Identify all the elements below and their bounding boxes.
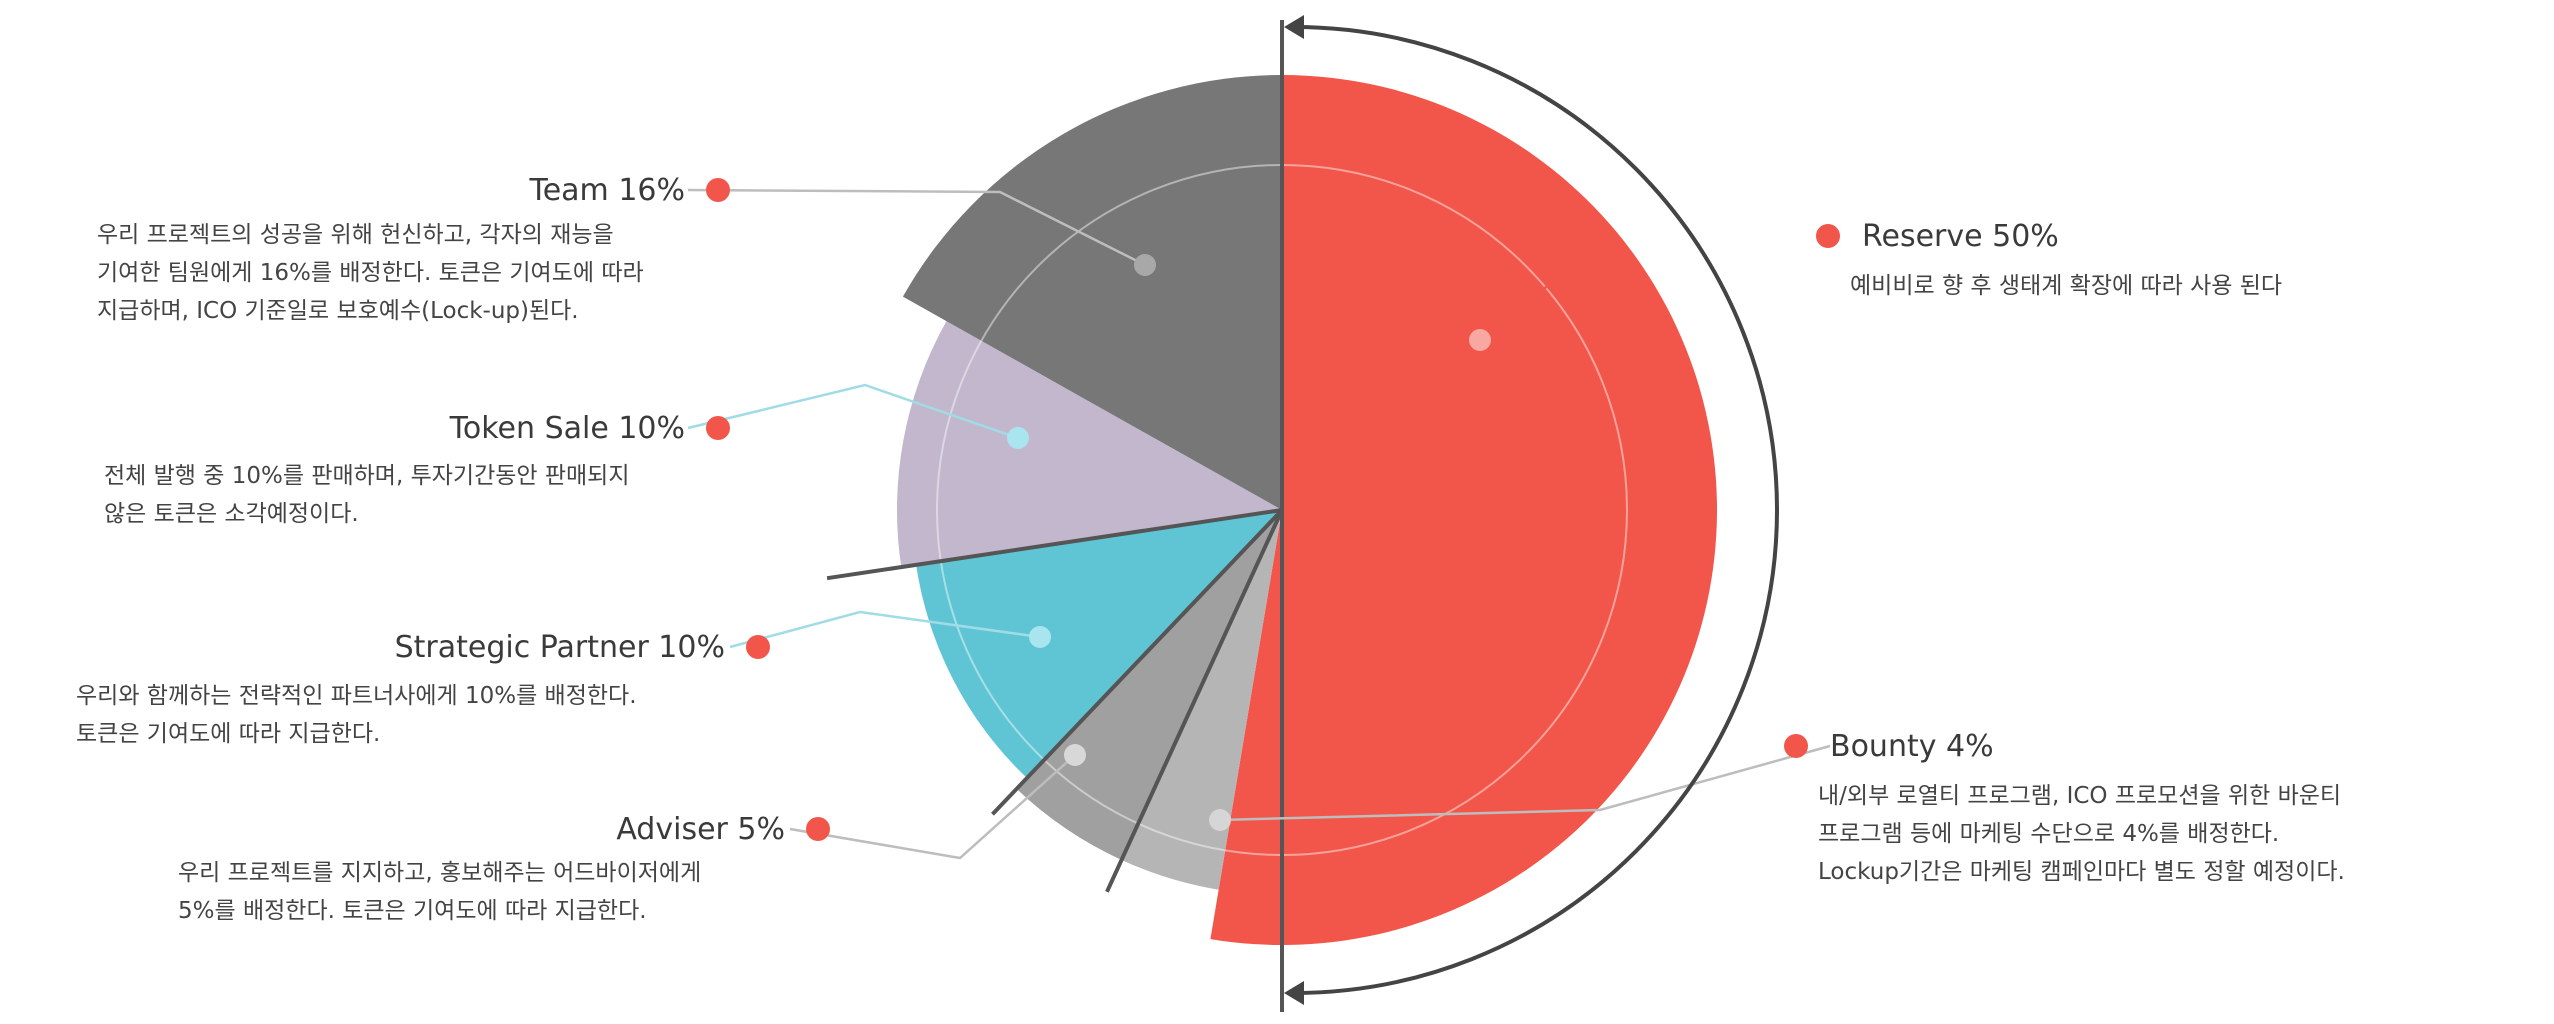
leader-dot-token-sale bbox=[1007, 427, 1029, 449]
leader-dot-bounty bbox=[1209, 809, 1231, 831]
slice-description-reserve-line-1: 예비비로 향 후 생태계 확장에 따라 사용 된다 bbox=[1850, 273, 2282, 299]
leader-line-token-sale bbox=[687, 383, 1019, 440]
pie-slice-strategic-partner bbox=[916, 510, 1282, 779]
slice-description-team-line-1: 우리 프로젝트의 성공을 위해 헌신하고, 각자의 재능을 bbox=[97, 222, 614, 248]
leader-line-team bbox=[687, 188, 1146, 267]
slice-description-bounty-line-2: 프로그램 등에 마케팅 수단으로 4%를 배정한다. bbox=[1818, 821, 2279, 847]
slice-description-team-line-3: 지급하며, ICO 기준일로 보호예수(Lock-up)된다. bbox=[97, 298, 579, 324]
slice-description-token-sale-line-2: 않은 토큰은 소각예정이다. bbox=[104, 501, 359, 527]
separator-line-partner-sale bbox=[826, 508, 1283, 581]
slice-separators bbox=[826, 20, 1284, 1012]
label-marker-token-sale bbox=[706, 416, 730, 440]
pie-slices bbox=[896, 75, 1717, 945]
slice-title-reserve: Reserve 50% bbox=[1862, 219, 2059, 254]
leader-line-bounty bbox=[1219, 744, 1831, 822]
pie-slice-bounty bbox=[1121, 510, 1282, 890]
slice-title-token-sale: Token Sale 10% bbox=[449, 411, 685, 446]
slice-description-bounty-line-1: 내/외부 로열티 프로그램, ICO 프로모션을 위한 바운티 bbox=[1818, 783, 2341, 809]
reserve-arc-line bbox=[1293, 25, 1779, 995]
slice-description-team-line-2: 기여한 팀원에게 16%를 배정한다. 토큰은 기여도에 따라 bbox=[97, 260, 644, 286]
slice-description-strategic-partner-line-1: 우리와 함께하는 전략적인 파트너사에게 10%를 배정한다. bbox=[76, 683, 637, 709]
arrow-head-bottom-icon bbox=[1284, 981, 1304, 1005]
slice-title-strategic-partner: Strategic Partner 10% bbox=[395, 630, 725, 665]
slice-description-adviser-line-2: 5%를 배정한다. 토큰은 기여도에 따라 지급한다. bbox=[178, 898, 647, 924]
slice-description-strategic-partner-line-2: 토큰은 기여도에 따라 지급한다. bbox=[76, 721, 380, 747]
slice-description-adviser-line-1: 우리 프로젝트를 지지하고, 홍보해주는 어드바이저에게 bbox=[178, 860, 701, 886]
pie-slice-adviser bbox=[1016, 510, 1282, 860]
label-marker-bounty bbox=[1784, 734, 1808, 758]
leader-line-reserve bbox=[1479, 234, 1614, 341]
slice-title-team: Team 16% bbox=[528, 173, 685, 208]
label-marker-strategic-partner bbox=[746, 635, 770, 659]
slice-description-token-sale-line-1: 전체 발행 중 10%를 판매하며, 투자기간동안 판매되지 bbox=[104, 463, 630, 489]
leader-dot-adviser bbox=[1064, 744, 1086, 766]
reserve-arc-arrow bbox=[1284, 15, 1779, 1005]
label-marker-reserve bbox=[1816, 224, 1840, 248]
slice-title-adviser: Adviser 5% bbox=[616, 812, 785, 847]
slice-title-bounty: Bounty 4% bbox=[1830, 729, 1994, 764]
leader-dot-team bbox=[1134, 254, 1156, 276]
slice-description-bounty-line-3: Lockup기간은 마케팅 캠페인마다 별도 정할 예정이다. bbox=[1818, 859, 2345, 885]
pie-slice-team bbox=[902, 75, 1282, 510]
pie-slice-token-sale bbox=[896, 321, 1282, 568]
slice-labels: Reserve 50% 예비비로 향 후 생태계 확장에 따라 사용 된다 Boun… bbox=[76, 173, 2345, 924]
pie-slice-reserve bbox=[1210, 75, 1717, 945]
leader-line-strategic-partner bbox=[729, 610, 1041, 649]
arrow-head-top-icon bbox=[1284, 15, 1304, 39]
leader-dot-reserve bbox=[1469, 329, 1491, 351]
leader-dot-strategic-partner bbox=[1029, 626, 1051, 648]
leader-lines bbox=[687, 188, 1831, 860]
label-marker-adviser bbox=[806, 817, 830, 841]
separator-line-adviser-partner bbox=[991, 508, 1284, 816]
label-marker-team bbox=[706, 178, 730, 202]
leader-line-adviser bbox=[789, 754, 1076, 860]
separator-line-bounty-adviser bbox=[1105, 509, 1284, 893]
